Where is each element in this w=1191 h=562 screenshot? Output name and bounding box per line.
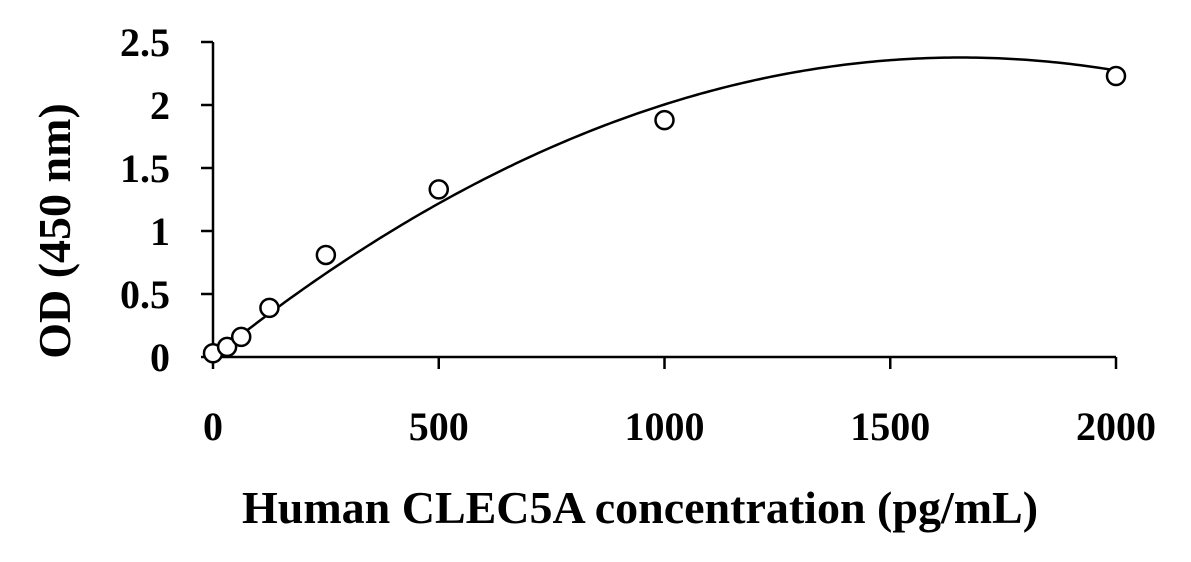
data-points xyxy=(202,65,1127,364)
y-tick-label: 0.5 xyxy=(120,272,170,317)
data-point xyxy=(654,109,675,131)
y-tick-label: 1.5 xyxy=(120,146,170,191)
x-tick-label: 0 xyxy=(203,404,223,449)
y-tick-label: 0 xyxy=(150,335,170,380)
y-tick-label: 2 xyxy=(150,83,170,128)
fit-curve xyxy=(212,56,1117,358)
x-tick-label: 1500 xyxy=(850,404,930,449)
data-point xyxy=(259,297,280,319)
data-point xyxy=(230,326,252,348)
y-axis-title: OD (450 nm) xyxy=(29,103,80,359)
data-point xyxy=(428,179,449,200)
x-tick-label: 2000 xyxy=(1076,404,1156,449)
y-tick-label: 2.5 xyxy=(120,20,170,65)
y-ticks: 0 0.5 1 1.5 2 2.5 xyxy=(120,20,213,380)
y-tick-label: 1 xyxy=(150,209,170,254)
x-tick-label: 500 xyxy=(409,404,469,449)
axes xyxy=(211,42,1116,359)
data-point xyxy=(315,244,337,266)
data-point xyxy=(1105,65,1127,87)
data-point xyxy=(216,336,238,358)
x-tick-label: 1000 xyxy=(625,404,705,449)
x-ticks: 0 500 1000 1500 2000 xyxy=(203,357,1156,449)
x-axis-title: Human CLEC5A concentration (pg/mL) xyxy=(242,482,1038,533)
